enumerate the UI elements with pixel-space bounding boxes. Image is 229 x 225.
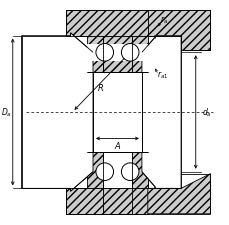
- Polygon shape: [147, 11, 210, 51]
- Circle shape: [121, 163, 138, 181]
- Circle shape: [121, 44, 138, 62]
- Polygon shape: [87, 36, 102, 72]
- Text: d$_a$: d$_a$: [201, 106, 211, 119]
- Polygon shape: [102, 36, 132, 72]
- Text: D$_a$: D$_a$: [1, 106, 12, 119]
- Text: A: A: [114, 141, 120, 150]
- Text: R: R: [98, 84, 103, 93]
- Polygon shape: [22, 34, 93, 191]
- Polygon shape: [132, 36, 147, 72]
- Polygon shape: [147, 174, 210, 214]
- Polygon shape: [65, 189, 102, 214]
- Circle shape: [95, 44, 113, 62]
- Text: $r_a$: $r_a$: [159, 14, 167, 26]
- Polygon shape: [132, 153, 147, 189]
- Polygon shape: [65, 11, 147, 36]
- Text: $r_{a1}$: $r_{a1}$: [156, 69, 167, 80]
- Polygon shape: [102, 189, 132, 214]
- Bar: [93, 72, 141, 153]
- Polygon shape: [141, 36, 180, 189]
- Polygon shape: [132, 153, 147, 189]
- Polygon shape: [65, 189, 147, 214]
- Bar: [87, 44, 147, 62]
- Circle shape: [95, 163, 113, 181]
- Polygon shape: [87, 153, 102, 189]
